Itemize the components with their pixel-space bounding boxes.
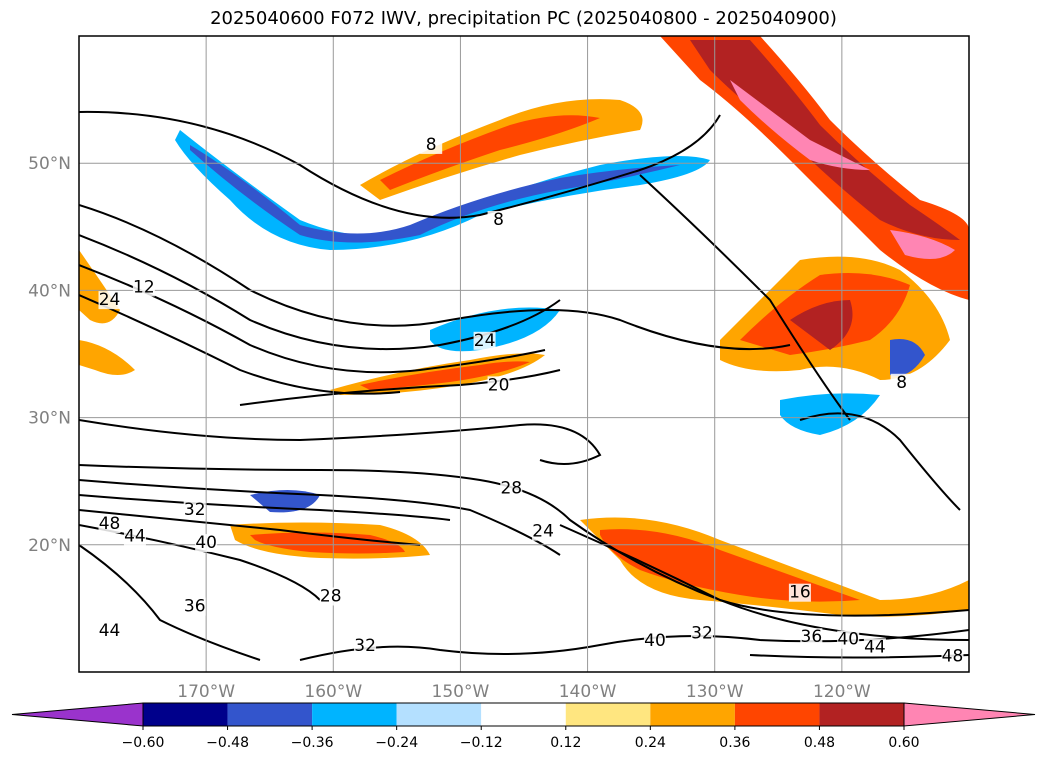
colorbar-tick-label: −0.36 <box>291 735 334 751</box>
contour-label-bg <box>132 278 155 297</box>
iwv-contours <box>79 110 969 661</box>
colorbar-tick-label: 0.12 <box>550 735 581 751</box>
contour-label-bg <box>691 624 713 643</box>
contour-label: 24 <box>99 290 121 310</box>
colorbar-extend-min <box>11 702 144 727</box>
colorbar-segment <box>396 703 482 726</box>
lon-tick-label: 170°W <box>177 682 235 702</box>
contour-label-bg <box>863 638 886 657</box>
lon-tick-label: 150°W <box>432 682 490 702</box>
contour-label-bg <box>800 628 823 647</box>
colorbar-segment <box>565 703 651 726</box>
contour-label-bg <box>183 597 206 616</box>
contour-label: 24 <box>474 331 496 351</box>
lat-tick-label: 50°N <box>28 154 71 174</box>
contour-label-bg <box>837 630 860 649</box>
colorbar-segment <box>143 703 228 726</box>
lat-tick-label: 20°N <box>28 536 71 556</box>
lat-tick-label: 40°N <box>28 281 71 301</box>
contour-label-bg <box>473 331 496 350</box>
contour-label: 32 <box>354 636 376 656</box>
contour-label: 36 <box>801 627 823 647</box>
contour-label: 28 <box>320 586 342 606</box>
contour-label-bg <box>532 522 555 541</box>
colorbar-segment <box>819 703 904 726</box>
chart-title: 2025040600 F072 IWV, precipitation PC (2… <box>210 8 837 29</box>
contour-label: 40 <box>837 630 859 650</box>
contour-label: 40 <box>644 631 666 651</box>
contour-label-bg <box>420 135 443 154</box>
colorbar-tick-label: −0.24 <box>375 735 418 751</box>
contour-label-bg <box>123 527 146 546</box>
contour-label: 32 <box>691 623 713 643</box>
contour-label: 36 <box>184 597 206 617</box>
colorbar-segment <box>312 703 397 726</box>
lon-tick-label: 130°W <box>686 682 744 702</box>
contour-label-bg <box>354 637 377 656</box>
lon-tick-label: 160°W <box>304 682 362 702</box>
colorbar-tick-label: 0.48 <box>804 735 835 751</box>
precipitation-fields <box>79 36 969 617</box>
contour-label: 24 <box>532 522 554 542</box>
lon-tick-label: 120°W <box>813 682 871 702</box>
contour-label: 44 <box>864 637 886 657</box>
lat-tick-label: 30°N <box>28 409 71 429</box>
colorbar-tick-label: 0.36 <box>719 735 750 751</box>
contour-label: 44 <box>99 621 121 641</box>
contour-label-bg <box>487 376 510 395</box>
contour-label-bg <box>195 534 218 553</box>
contour-label-bg <box>98 514 121 533</box>
colorbar-segment <box>227 703 313 726</box>
contour-label-bg <box>183 501 206 519</box>
latitude-labels: 20°N 30°N 40°N 50°N <box>28 154 71 556</box>
contour-label-bg <box>890 373 913 392</box>
colorbar-tick-label: −0.48 <box>206 735 249 751</box>
contour-label: 32 <box>184 500 206 520</box>
colorbar-frame <box>142 702 905 727</box>
contour-label-bg <box>643 632 666 651</box>
contour-label: 28 <box>500 478 522 498</box>
colorbar-segment <box>481 703 566 726</box>
contour-label: 44 <box>124 527 146 547</box>
plot-frame <box>78 35 970 673</box>
contour-label: 8 <box>426 135 437 155</box>
contour-label: 40 <box>195 533 217 553</box>
contour-label: 12 <box>133 277 155 297</box>
colorbar-tick-label: 0.24 <box>635 735 666 751</box>
contour-label: 20 <box>488 375 510 395</box>
contour-label: 48 <box>942 646 964 666</box>
lon-tick-label: 140°W <box>559 682 617 702</box>
colorbar-tick-label: −0.12 <box>460 735 503 751</box>
contour-label-bg <box>98 621 121 640</box>
contour-label: 8 <box>896 373 907 393</box>
contour-label-bg <box>941 647 964 666</box>
contour-label: 48 <box>99 514 121 534</box>
colorbar-tick-label: 0.60 <box>888 735 919 751</box>
longitude-labels: 170°W 160°W 150°W 140°W 130°W 120°W <box>177 682 871 702</box>
contour-label-bg <box>319 587 342 606</box>
contour-label: 16 <box>789 583 811 603</box>
contour-label: 8 <box>493 210 504 230</box>
colorbar-tick-label: −0.60 <box>122 735 165 751</box>
contour-label-bg <box>500 479 523 498</box>
colorbar-extend-max <box>903 702 1036 727</box>
colorbar: −0.60 −0.48 −0.36 −0.24 −0.12 0.12 0.24 0.36 0.4… <box>11 702 1036 751</box>
contour-label-bg <box>788 583 811 602</box>
contour-label-bg <box>487 210 510 229</box>
contour-label-bg <box>98 291 121 310</box>
colorbar-segment <box>734 703 820 726</box>
colorbar-segment <box>650 703 735 726</box>
graticule <box>79 36 969 672</box>
